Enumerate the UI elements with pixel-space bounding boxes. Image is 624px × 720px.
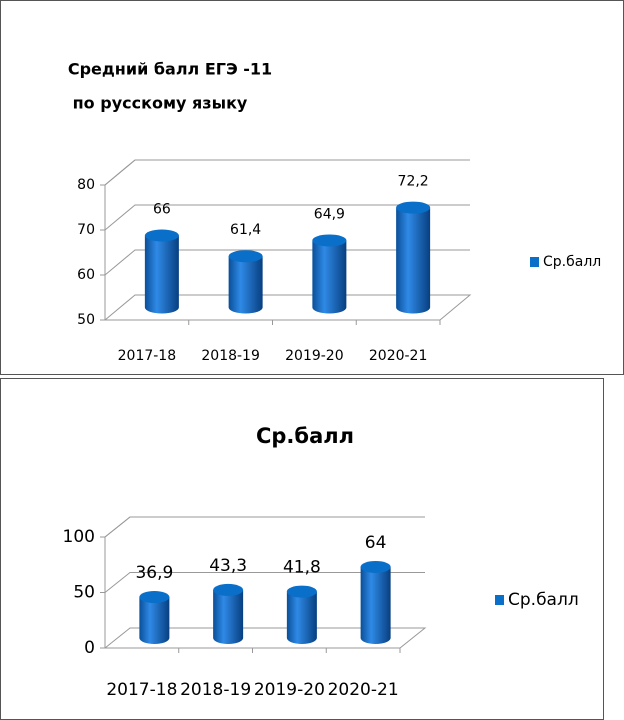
bar-body <box>286 591 317 644</box>
bar-body <box>139 597 170 644</box>
data-label: 36,9 <box>135 563 173 583</box>
legend-swatch <box>530 257 539 267</box>
y-tick-label: 80 <box>77 177 95 193</box>
bar-top <box>360 560 391 573</box>
bar-body <box>144 235 179 314</box>
bar-top <box>139 591 170 604</box>
x-tick-label: 2017-18 <box>106 680 177 700</box>
legend-swatch <box>495 595 504 605</box>
data-label: 64 <box>365 533 387 553</box>
y-tick-label: 0 <box>84 638 95 658</box>
data-label: 43,3 <box>209 556 247 576</box>
bar <box>139 591 170 644</box>
bar-body <box>360 566 391 644</box>
bar-top <box>213 583 244 596</box>
y-tick-label: 50 <box>77 312 95 328</box>
bar-top <box>396 201 431 214</box>
chart-title: Ср.балл <box>256 424 354 448</box>
bar-top <box>286 585 317 598</box>
bar <box>396 201 431 314</box>
chart-title: по русскому языку <box>73 94 248 113</box>
bar <box>360 560 391 644</box>
data-label: 41,8 <box>283 558 321 578</box>
legend-label: Ср.балл <box>508 590 579 610</box>
x-tick-label: 2018-19 <box>201 348 260 364</box>
data-label: 64,9 <box>314 206 345 222</box>
bar <box>312 234 347 314</box>
grid-line <box>104 294 470 321</box>
bar-top <box>144 229 179 242</box>
grid-line <box>104 159 470 186</box>
bar-top <box>312 234 347 247</box>
x-tick-label: 2019-20 <box>285 348 344 364</box>
bar-body <box>312 240 347 314</box>
x-tick-label: 2020-21 <box>328 680 399 700</box>
x-tick-label: 2018-19 <box>180 680 251 700</box>
x-tick-label: 2020-21 <box>369 348 428 364</box>
x-tick-label: 2017-18 <box>118 348 177 364</box>
side-wall <box>104 159 136 320</box>
y-tick-label: 100 <box>63 527 95 547</box>
grid-line <box>104 204 470 231</box>
chart-title: Средний балл ЕГЭ -11 <box>68 60 272 79</box>
bar <box>286 585 317 644</box>
data-label: 61,4 <box>230 222 261 238</box>
bar <box>144 229 179 314</box>
x-tick-label: 2019-20 <box>254 680 325 700</box>
bar-body <box>228 256 263 314</box>
bar-top <box>228 250 263 263</box>
grid-line <box>104 572 425 593</box>
bar <box>228 250 263 314</box>
y-tick-label: 60 <box>77 267 95 283</box>
bar-body <box>213 589 244 644</box>
legend-label: Ср.балл <box>543 254 601 270</box>
y-tick-label: 70 <box>77 222 95 238</box>
bar-body <box>396 207 431 314</box>
grid-line <box>104 516 425 538</box>
grid-line <box>104 249 470 276</box>
grid-line <box>104 627 425 649</box>
bar <box>213 583 244 644</box>
data-label: 72,2 <box>398 174 429 190</box>
data-label: 66 <box>153 202 171 218</box>
y-tick-label: 50 <box>73 583 95 603</box>
